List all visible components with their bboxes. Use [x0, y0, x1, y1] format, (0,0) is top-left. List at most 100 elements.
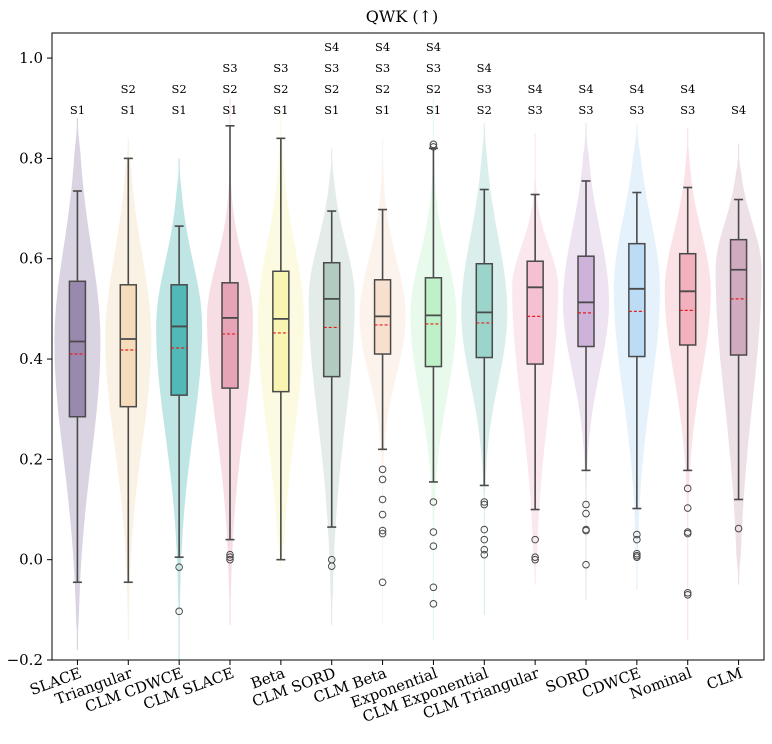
- series-clm-sord: [308, 148, 355, 625]
- significance-label-clm-slace: S2: [222, 82, 237, 96]
- significance-label-clm-sord: S2: [324, 82, 339, 96]
- box-clm-slace: [221, 282, 239, 389]
- significance-label-clm-sord: S3: [324, 61, 339, 75]
- significance-label-clm-beta: S1: [375, 103, 390, 117]
- outlier-clm-slace: [226, 553, 234, 561]
- box-beta: [272, 270, 290, 393]
- outlier-clm-beta: [378, 475, 387, 484]
- significance-label-clm-exponential: S2: [477, 103, 492, 117]
- significance-label-beta: S1: [273, 103, 288, 117]
- outlier-nominal: [683, 590, 692, 599]
- outlier-clm-exponential: [480, 500, 489, 509]
- significance-label-triangular: S2: [121, 82, 136, 96]
- box-clm-sord: [322, 261, 341, 378]
- significance-label-clm-beta: S3: [375, 61, 390, 75]
- outlier-exponential: [429, 498, 438, 506]
- significance-label-slace: S1: [70, 103, 85, 117]
- plot-frame: [51, 32, 765, 661]
- box-cdwce: [628, 242, 646, 358]
- y-tick-label: 0.4: [19, 350, 43, 368]
- significance-label-clm-exponential: S3: [477, 82, 492, 96]
- significance-label-clm-triangular: S3: [528, 103, 543, 117]
- significance-label-exponential: S4: [426, 40, 441, 54]
- y-tick-label: 1.0: [19, 49, 43, 67]
- outlier-clm: [734, 524, 743, 533]
- outlier-clm-exponential: [480, 525, 489, 534]
- outlier-exponential: [429, 528, 438, 536]
- outlier-clm-slace: [226, 550, 234, 559]
- outlier-clm-cdwce: [175, 607, 183, 616]
- box-clm-exponential: [475, 262, 494, 359]
- significance-label-nominal: S3: [680, 103, 695, 117]
- significance-label-clm-exponential: S4: [477, 61, 492, 75]
- significance-label-cdwce: S3: [629, 103, 644, 117]
- box-triangular: [119, 284, 138, 408]
- box-clm: [729, 238, 748, 356]
- outlier-cdwce: [633, 530, 641, 539]
- significance-label-triangular: S1: [121, 103, 136, 117]
- box-clm-cdwce: [170, 284, 188, 396]
- significance-label-clm-beta: S2: [375, 82, 390, 96]
- significance-label-clm: S4: [731, 103, 746, 117]
- outlier-clm-sord: [327, 562, 336, 571]
- y-tick-label: 0.2: [19, 450, 43, 468]
- significance-label-exponential: S1: [426, 103, 441, 117]
- series-clm-triangular: [512, 133, 559, 585]
- series-cdwce: [613, 123, 660, 590]
- outlier-exponential: [429, 583, 438, 592]
- significance-label-clm-beta: S4: [375, 40, 390, 54]
- outlier-exponential: [429, 143, 438, 151]
- significance-label-clm-sord: S1: [324, 103, 339, 117]
- chart-title: QWK (↑): [366, 7, 439, 26]
- outlier-sord: [582, 500, 590, 509]
- outlier-clm-slace: [226, 555, 234, 564]
- significance-label-beta: S3: [273, 61, 288, 75]
- outlier-clm-exponential: [480, 535, 489, 544]
- series-clm-beta: [359, 138, 406, 625]
- outlier-nominal: [683, 529, 692, 538]
- outlier-nominal: [683, 588, 692, 597]
- series-exponential: [410, 98, 457, 640]
- outlier-cdwce: [633, 549, 641, 558]
- outlier-sord: [582, 526, 590, 535]
- outlier-sord: [582, 509, 590, 518]
- outlier-cdwce: [633, 535, 641, 544]
- x-tick-label-clm: CLM: [704, 664, 745, 693]
- outlier-nominal: [683, 504, 692, 512]
- significance-label-clm-triangular: S4: [528, 82, 543, 96]
- outlier-clm-beta: [378, 526, 387, 535]
- y-tick-label: 0.0: [19, 551, 43, 569]
- significance-label-clm-slace: S3: [222, 61, 237, 75]
- significance-label-exponential: S2: [426, 82, 441, 96]
- series-clm-exponential: [461, 123, 508, 615]
- outlier-clm-exponential: [480, 545, 489, 554]
- outlier-cdwce: [633, 553, 641, 561]
- outlier-clm-beta: [378, 529, 387, 538]
- outlier-clm-exponential: [480, 498, 489, 506]
- outlier-exponential: [429, 140, 438, 149]
- outlier-clm-triangular: [531, 555, 539, 564]
- plot-area: S1 S2 S1 S2 S1 S3 S2 S1 S3 S2 S1 S4 S3 S2 S1 S4 S3 S2 S1 S4…: [54, 40, 762, 660]
- outlier-clm-cdwce: [175, 563, 183, 572]
- outlier-clm-beta: [378, 578, 387, 587]
- series-triangular: [105, 138, 152, 640]
- significance-label-beta: S2: [273, 82, 288, 96]
- series-clm: [715, 143, 762, 585]
- outlier-nominal: [683, 484, 692, 493]
- significance-label-clm-cdwce: S1: [172, 103, 187, 117]
- y-tick-label: 0.8: [19, 149, 43, 167]
- significance-label-clm-slace: S1: [222, 103, 237, 117]
- series-nominal: [664, 128, 711, 640]
- significance-label-clm-sord: S4: [324, 40, 339, 54]
- outlier-clm-triangular: [531, 535, 539, 544]
- box-slace: [68, 280, 87, 418]
- significance-label-exponential: S3: [426, 61, 441, 75]
- y-tick-label: 0.6: [19, 250, 43, 268]
- outlier-exponential: [429, 542, 438, 550]
- box-clm-triangular: [526, 260, 544, 365]
- series-slace: [54, 118, 101, 651]
- significance-label-nominal: S4: [680, 82, 695, 96]
- outlier-clm-beta: [378, 465, 387, 474]
- outlier-clm-exponential: [480, 550, 489, 559]
